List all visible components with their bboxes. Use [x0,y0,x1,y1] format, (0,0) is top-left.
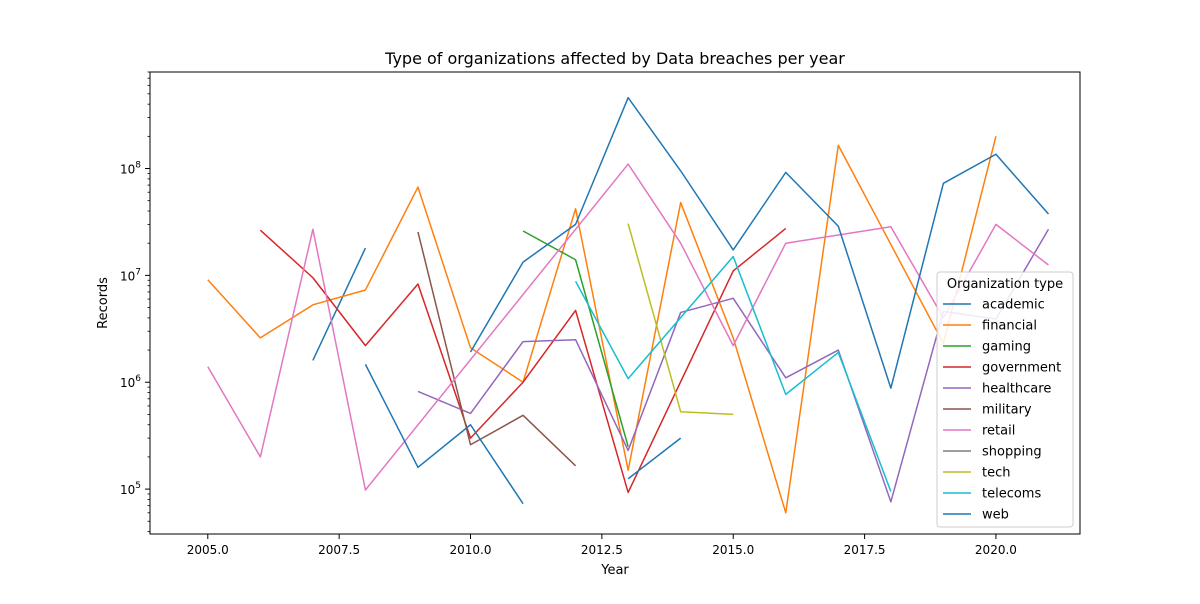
series-line-telecoms [574,255,892,492]
legend-label: academic [982,298,1045,313]
series-line-retail [207,163,1049,491]
plot-lines [207,96,1050,514]
legend-item-government: government [943,361,1061,376]
legend-items: academic financial gaming government healthc… [943,298,1061,523]
legend-item-shopping: shopping [943,445,1042,460]
y-tick-label: 107 [120,267,141,283]
legend-item-gaming: gaming [943,340,1031,355]
x-tick-label: 2010.0 [450,543,492,557]
series-line-tech [627,223,734,416]
plot-frame [149,71,1081,535]
legend-item-tech: tech [943,466,1010,481]
legend-label: government [982,361,1061,376]
x-tick-label: 2020.0 [975,543,1017,557]
legend-item-web: web [943,508,1009,523]
series-line-government [259,227,787,494]
legend-label: financial [982,319,1037,334]
x-axis: 2005.0 2007.5 2010.0 2012.5 2015.0 2017.5 2020… [187,534,1017,557]
legend-item-healthcare: healthcare [943,382,1051,397]
legend-label: gaming [982,340,1031,355]
chart-title: Type of organizations affected by Data b… [384,49,845,68]
x-tick-label: 2015.0 [712,543,754,557]
series-line-gaming [522,230,629,447]
series-line-web-1 [364,364,524,505]
x-tick-label: 2012.5 [581,543,623,557]
series-line-web-2 [469,96,1050,389]
legend-box [936,271,1074,528]
legend-item-military: military [943,403,1032,418]
legend-item-academic: academic [943,298,1045,313]
legend-label: shopping [982,445,1042,460]
series-line-web-3 [627,437,682,480]
y-tick-label: 108 [120,161,141,177]
legend-title: Organization type [947,277,1063,292]
legend: Organization type academic financial gamin… [936,271,1074,528]
series-line-military [417,231,577,467]
legend-item-retail: retail [943,424,1015,439]
legend-label: tech [982,466,1010,481]
series-line-academic [312,247,367,361]
legend-label: telecoms [982,487,1041,502]
legend-label: healthcare [982,382,1051,397]
y-tick-label: 105 [120,481,141,497]
y-tick-label: 106 [120,374,141,390]
legend-label: retail [982,424,1015,439]
legend-item-financial: financial [943,319,1037,334]
x-tick-label: 2005.0 [187,543,229,557]
legend-label: web [982,508,1009,523]
y-axis-label: Records [96,277,111,329]
y-axis: 105 106 107 108 [120,71,150,533]
x-tick-label: 2017.5 [844,543,886,557]
legend-item-telecoms: telecoms [943,487,1041,502]
legend-label: military [982,403,1032,418]
x-axis-label: Year [600,563,629,578]
x-tick-label: 2007.5 [318,543,360,557]
